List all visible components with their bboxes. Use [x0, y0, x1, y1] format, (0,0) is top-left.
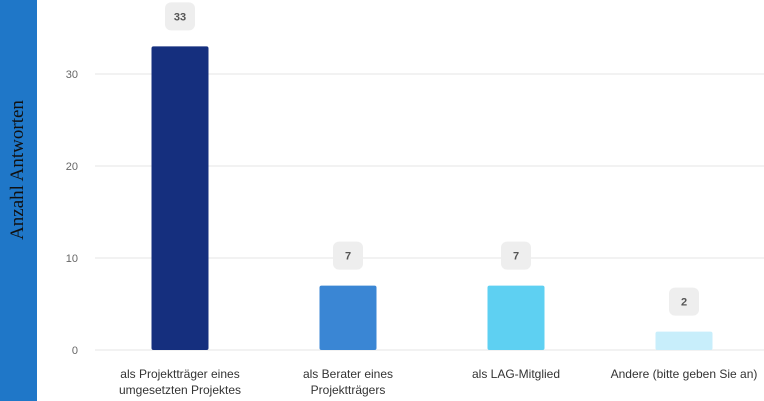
data-label: 33: [174, 11, 186, 23]
x-tick-label: Projektträgers: [311, 383, 386, 397]
data-label: 2: [681, 297, 687, 309]
y-tick-label: 0: [72, 345, 78, 357]
data-label-box: [165, 2, 195, 31]
y-tick-label: 30: [66, 69, 78, 81]
y-tick-label: 20: [66, 161, 78, 173]
y-axis-band: [0, 0, 37, 401]
x-tick-label: als LAG-Mitglied: [472, 367, 560, 381]
bar: [655, 331, 713, 350]
data-label-box: [333, 241, 363, 270]
x-tick-label: Andere (bitte geben Sie an): [611, 367, 758, 381]
bar: [151, 46, 209, 351]
data-label-box: [669, 287, 699, 316]
y-tick-label: 10: [66, 253, 78, 265]
bar: [319, 285, 377, 350]
bar: [487, 285, 545, 350]
x-tick-label: als Berater eines: [303, 367, 393, 381]
data-label-box: [501, 241, 531, 270]
data-label: 7: [513, 251, 519, 263]
x-tick-label: als Projektträger eines: [120, 367, 239, 381]
x-tick-label: umgesetzten Projektes: [119, 383, 241, 397]
data-label: 7: [345, 251, 351, 263]
